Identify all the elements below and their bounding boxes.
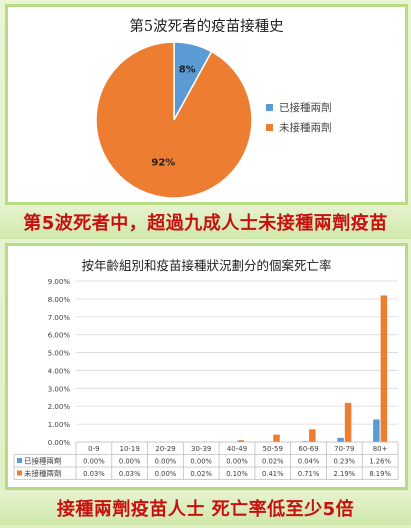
bar-chart-panel: 按年齡組別和疫苗接種狀況劃分的個案死亡率 0.00% 1.00% 2.00% 3.00… [5,243,408,490]
legend-swatch-unvaccinated [266,123,273,131]
x-tick-label: 40-49 [227,445,247,453]
bar-unvaccinated-80+ [380,295,388,442]
table-value: 0.04% [298,458,320,466]
x-tick-label: 60-69 [298,445,318,453]
table-value: 0.00% [226,458,248,466]
legend-item-unvaccinated: 未接種兩劑 [266,117,332,137]
y-tick-label: 9.00% [48,278,71,286]
y-tick-label: 7.00% [48,314,71,322]
y-tick-label: 3.00% [48,385,71,393]
table-value: 0.00% [155,458,177,466]
banner-top: 第5波死者中，超過九成人士未接種兩劑疫苗 [0,205,411,239]
y-tick-label: 2.00% [48,403,71,411]
table-value: 0.23% [334,458,356,466]
x-tick-label: 50-59 [263,445,283,453]
y-tick-label: 6.00% [48,332,71,340]
table-value: 0.02% [190,470,212,478]
table-value: 0.03% [119,470,141,478]
legend-label-unvaccinated: 未接種兩劑 [279,121,332,134]
table-value: 0.00% [155,470,177,478]
table-series-name: 已接種兩劑 [24,456,62,466]
banner-bottom-text: 接種兩劑疫苗人士 死亡率低至少5倍 [56,499,355,520]
table-value: 0.03% [83,470,105,478]
legend-swatch-vaccinated [266,103,273,111]
table-value: 0.00% [119,458,141,466]
x-tick-label: 20-29 [155,445,175,453]
table-value: 0.00% [83,458,105,466]
x-tick-label: 30-39 [191,445,211,453]
table-legend-swatch [17,458,22,463]
pie-data-label-0: 8% [179,65,196,76]
y-tick-label: 1.00% [48,421,71,429]
banner-top-text: 第5波死者中，超過九成人士未接種兩劑疫苗 [23,213,388,234]
table-series-name: 未接種兩劑 [24,468,62,478]
x-tick-label: 80+ [373,445,388,453]
x-tick-label: 10-19 [119,445,139,453]
x-tick-label: 0-9 [88,445,99,453]
table-value: 0.41% [262,470,284,478]
table-value: 0.00% [190,458,212,466]
pie-chart-panel: 第5波死者的疫苗接種史 8% 92% 已接種兩劑 未接種兩劑 [5,4,408,205]
pie-data-label-1: 92% [151,158,175,169]
pie-chart-title: 第5波死者的疫苗接種史 [129,19,284,35]
table-value: 2.19% [334,470,356,478]
pie-chart: 8% 92% [95,41,253,199]
banner-bottom: 接種兩劑疫苗人士 死亡率低至少5倍 [0,491,411,525]
table-value: 0.10% [226,470,248,478]
pie-slice-1 [95,41,253,199]
table-value: 0.02% [262,458,284,466]
y-tick-label: 8.00% [48,296,71,304]
bar-unvaccinated-70-79 [344,402,352,442]
bar-unvaccinated-60-69 [309,429,316,442]
legend-label-vaccinated: 已接種兩劑 [279,101,332,114]
legend-item-vaccinated: 已接種兩劑 [266,97,332,117]
y-tick-label: 4.00% [48,367,71,375]
y-tick-label: 5.00% [48,350,71,358]
bar-unvaccinated-50-59 [273,434,280,442]
bar-vaccinated-80+ [373,419,380,442]
bar-chart-title: 按年齡組別和疫苗接種狀況劃分的個案死亡率 [81,258,332,273]
bar-vaccinated-70-79 [337,437,344,442]
bar-unvaccinated-40-49 [237,440,244,442]
table-value: 8.19% [369,470,391,478]
table-legend-swatch [17,470,22,476]
x-tick-label: 70-79 [334,445,354,453]
y-tick-label: 0.00% [48,439,71,447]
bar-chart: 0.00% 1.00% 2.00% 3.00% 4.00% 5.00% 6.00% 7.00%… [13,278,399,480]
table-value: 0.71% [298,470,320,478]
pie-legend: 已接種兩劑 未接種兩劑 [266,97,332,137]
table-value: 1.26% [369,458,391,466]
